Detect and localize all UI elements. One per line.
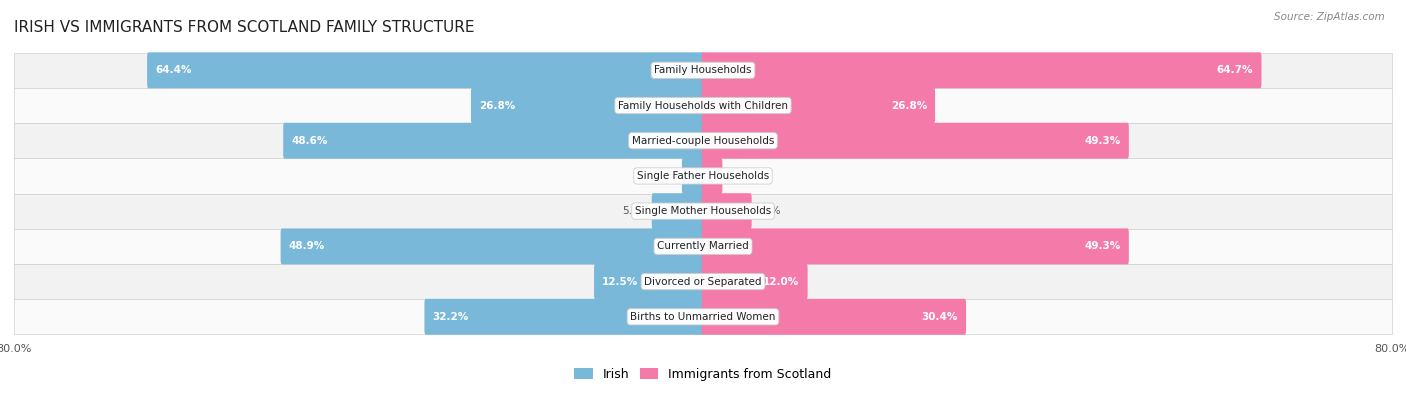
FancyBboxPatch shape: [471, 88, 704, 124]
Bar: [14, 264, 1392, 299]
Bar: [14, 194, 1392, 229]
Text: 32.2%: 32.2%: [433, 312, 468, 322]
Text: 49.3%: 49.3%: [1084, 241, 1121, 251]
Text: 26.8%: 26.8%: [479, 100, 516, 111]
Text: 30.4%: 30.4%: [921, 312, 957, 322]
FancyBboxPatch shape: [682, 158, 704, 194]
Text: Single Mother Households: Single Mother Households: [636, 206, 770, 216]
Text: 64.7%: 64.7%: [1216, 65, 1253, 75]
Text: 12.0%: 12.0%: [763, 276, 800, 287]
Text: 49.3%: 49.3%: [1084, 136, 1121, 146]
Bar: [14, 88, 1392, 123]
FancyBboxPatch shape: [702, 193, 752, 229]
Text: Family Households: Family Households: [654, 65, 752, 75]
Text: 12.5%: 12.5%: [602, 276, 638, 287]
Text: 5.5%: 5.5%: [755, 206, 782, 216]
Legend: Irish, Immigrants from Scotland: Irish, Immigrants from Scotland: [569, 363, 837, 386]
Text: Divorced or Separated: Divorced or Separated: [644, 276, 762, 287]
Text: IRISH VS IMMIGRANTS FROM SCOTLAND FAMILY STRUCTURE: IRISH VS IMMIGRANTS FROM SCOTLAND FAMILY…: [14, 20, 475, 35]
FancyBboxPatch shape: [595, 263, 704, 299]
Text: 26.8%: 26.8%: [890, 100, 927, 111]
FancyBboxPatch shape: [702, 263, 807, 299]
FancyBboxPatch shape: [425, 299, 704, 335]
Text: 5.8%: 5.8%: [623, 206, 648, 216]
Text: 48.9%: 48.9%: [288, 241, 325, 251]
Text: 2.1%: 2.1%: [725, 171, 752, 181]
FancyBboxPatch shape: [702, 158, 723, 194]
Text: Source: ZipAtlas.com: Source: ZipAtlas.com: [1274, 12, 1385, 22]
Bar: [14, 123, 1392, 158]
Text: Births to Unmarried Women: Births to Unmarried Women: [630, 312, 776, 322]
Text: Currently Married: Currently Married: [657, 241, 749, 251]
Text: Family Households with Children: Family Households with Children: [619, 100, 787, 111]
Text: 64.4%: 64.4%: [155, 65, 191, 75]
FancyBboxPatch shape: [148, 52, 704, 88]
Text: Single Father Households: Single Father Households: [637, 171, 769, 181]
Text: 2.3%: 2.3%: [652, 171, 679, 181]
FancyBboxPatch shape: [281, 228, 704, 264]
FancyBboxPatch shape: [702, 123, 1129, 159]
Bar: [14, 299, 1392, 335]
Text: Married-couple Households: Married-couple Households: [631, 136, 775, 146]
Bar: [14, 53, 1392, 88]
FancyBboxPatch shape: [652, 193, 704, 229]
Bar: [14, 229, 1392, 264]
FancyBboxPatch shape: [702, 299, 966, 335]
Bar: [14, 158, 1392, 194]
FancyBboxPatch shape: [702, 52, 1261, 88]
FancyBboxPatch shape: [702, 228, 1129, 264]
FancyBboxPatch shape: [283, 123, 704, 159]
Text: 48.6%: 48.6%: [291, 136, 328, 146]
FancyBboxPatch shape: [702, 88, 935, 124]
